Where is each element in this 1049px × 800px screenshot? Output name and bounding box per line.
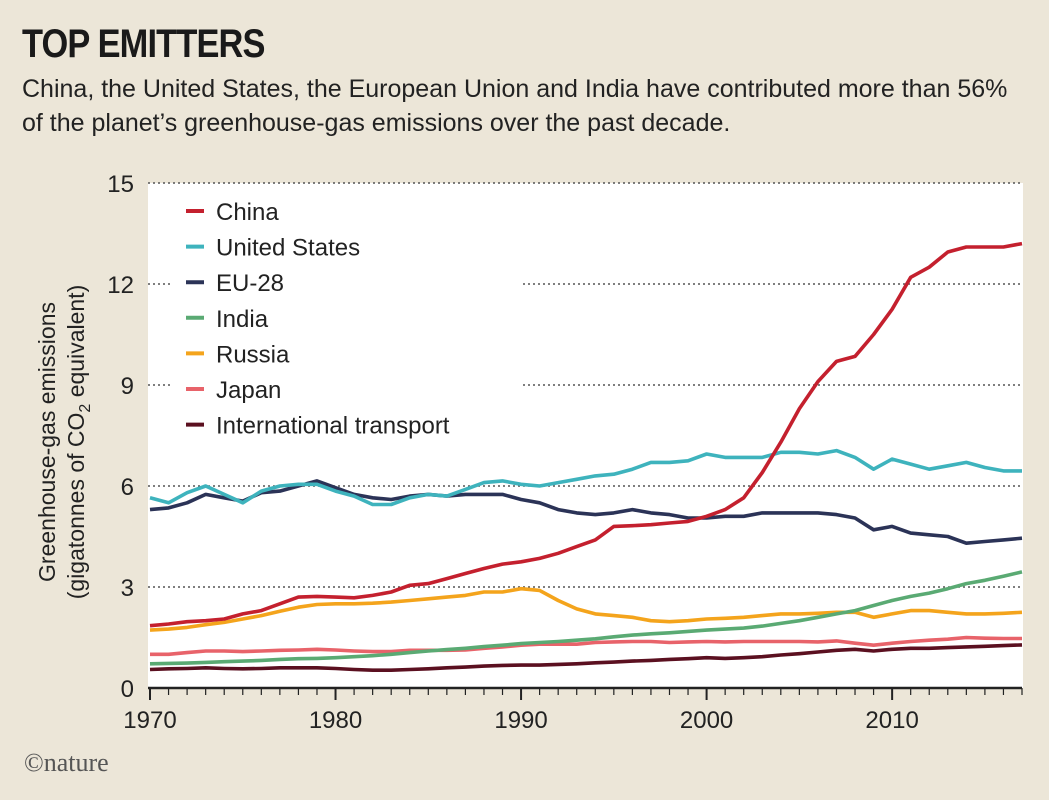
y-tick-label: 12: [107, 272, 134, 299]
series-line-russia: [149, 586, 1023, 632]
legend-background: [172, 192, 522, 450]
y-tick-label: 9: [121, 373, 134, 400]
chart-title: TOP EMITTERS: [22, 22, 265, 66]
legend-label: India: [216, 306, 269, 333]
x-tick-label: 1990: [494, 707, 547, 734]
series-line-japan: [150, 635, 1022, 657]
legend-label: International transport: [216, 413, 450, 440]
series-line-india: [149, 570, 1023, 666]
legend-label: United States: [216, 235, 360, 262]
x-tick-label: 2010: [865, 707, 918, 734]
y-axis-label-line2: (gigatonnes of CO2 equivalent): [63, 285, 94, 600]
chart-subtitle: China, the United States, the European U…: [22, 75, 1008, 137]
legend-label: EU-28: [216, 270, 284, 297]
series-line-eu-28: [149, 479, 1023, 545]
legend-label: Japan: [216, 377, 281, 404]
y-tick-label: 0: [121, 676, 134, 703]
y-tick-label: 15: [107, 171, 134, 198]
x-tick-label: 1970: [123, 707, 176, 734]
x-tick-label: 1980: [309, 707, 362, 734]
x-axis: 1970 1980 1990 2000 2010: [123, 686, 1023, 734]
nature-credit: ©nature: [24, 748, 109, 777]
y-tick-label: 6: [121, 474, 134, 501]
series-line-united-states: [149, 448, 1022, 507]
x-tick-label: 2000: [680, 707, 733, 734]
y-axis: 0 3 6 9 12 15: [107, 171, 134, 703]
y-tick-label: 3: [121, 575, 134, 602]
legend-label: Russia: [216, 341, 290, 368]
legend-label: China: [216, 199, 279, 226]
legend: China United States EU-28 India Russia Japan I…: [172, 192, 522, 450]
series-line-china: [149, 241, 1023, 628]
series-line-international-transport: [149, 643, 1023, 672]
series-lines: [149, 241, 1023, 672]
y-axis-label-line1: Greenhouse-gas emissions: [34, 302, 60, 582]
